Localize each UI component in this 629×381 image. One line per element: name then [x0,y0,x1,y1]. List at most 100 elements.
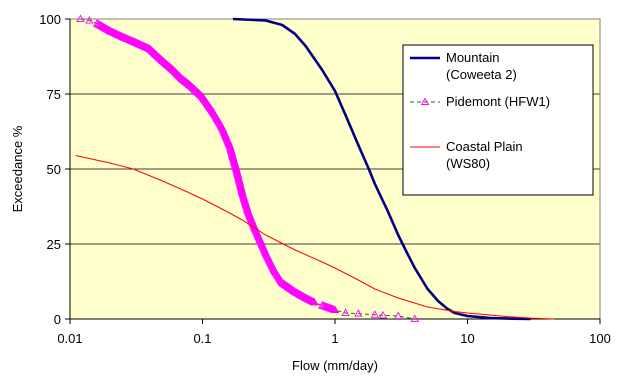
data-point [285,284,295,292]
data-point [99,22,108,31]
data-point [120,33,130,41]
y-tick-label: 75 [47,87,61,102]
x-tick-label: 10 [460,331,474,346]
data-point [279,279,288,287]
y-axis-title: Exceedance % [10,125,25,212]
data-point [92,18,102,27]
x-tick-label: 0.1 [193,331,211,346]
data-point [179,75,189,84]
x-tick-label: 1 [331,331,338,346]
data-point [124,34,133,43]
series-1 [76,14,419,322]
data-point [278,278,287,286]
legend: Mountain (Coweeta 2) Pidemont (HFW1) Coasta… [402,44,594,196]
data-point [85,15,94,24]
data-point [296,290,305,298]
x-tick-label: 100 [589,331,611,346]
data-point [132,38,141,46]
data-point [143,43,152,51]
legend-item-0: Mountain (Coweeta 2) [410,50,517,82]
data-point [182,78,191,86]
data-point [123,34,132,42]
data-point [133,38,142,47]
data-point [370,310,380,318]
data-point [122,33,131,42]
data-point [138,41,148,49]
data-point [118,32,127,40]
data-point [94,20,104,28]
data-point [184,79,193,88]
data-point [102,24,111,33]
data-point [76,14,85,22]
series-line [75,155,555,320]
legend-item-1: Pidemont (HFW1) [410,94,550,109]
data-point [298,291,307,300]
data-point [97,21,106,29]
data-point [98,22,107,30]
data-point [137,40,147,49]
series-markers [76,14,419,322]
data-point [142,42,151,51]
legend-box [402,44,594,196]
legend-marker [420,97,430,106]
data-point [127,36,137,44]
x-axis-ticks: 0.01 0.1 1 10 100 [57,319,611,346]
data-point [135,39,145,48]
data-point [180,76,190,85]
data-point [131,37,140,46]
y-tick-label: 0 [54,312,61,327]
data-point [300,292,309,301]
data-point [341,308,350,316]
data-point [284,282,293,291]
data-point [297,291,306,299]
data-point [96,20,105,29]
data-point [144,43,153,52]
legend-label: (Coweeta 2) [446,67,517,82]
data-point [287,285,297,293]
series-2 [75,155,555,320]
y-axis-ticks: 0 25 50 75 100 [39,12,70,327]
data-point [301,293,310,301]
data-point [280,279,289,288]
data-point [410,314,419,322]
data-point [310,297,319,306]
data-point [305,295,315,304]
data-point [285,283,294,291]
data-point [181,77,191,85]
data-point [394,311,403,319]
data-point [136,40,146,48]
legend-item-2: Coastal Plain (WS80) [410,139,523,171]
data-point [302,294,311,302]
data-point [140,41,149,50]
data-point [291,288,301,296]
data-point [126,35,136,44]
data-point [304,295,314,303]
data-point [129,36,138,45]
data-point [303,294,313,303]
data-point [308,296,317,305]
data-point [309,297,318,305]
data-point [286,284,296,293]
data-point [282,281,291,289]
data-point [290,287,300,295]
data-point [103,25,112,33]
data-point [289,286,299,295]
data-point [295,289,304,298]
data-point [104,25,114,34]
data-point [299,292,308,300]
series-0 [232,17,531,321]
legend-label: Pidemont (HFW1) [446,94,550,109]
data-point [288,286,298,294]
legend-label: Mountain [446,50,499,65]
x-axis-title: Flow (mm/day) [292,358,378,373]
data-point [134,39,143,47]
data-point [141,42,150,50]
legend-label: Coastal Plain [446,139,523,154]
y-tick-label: 25 [47,237,61,252]
data-point [125,35,134,43]
y-tick-label: 50 [47,162,61,177]
data-point [306,296,316,304]
data-point [178,75,188,83]
data-point [293,288,302,297]
